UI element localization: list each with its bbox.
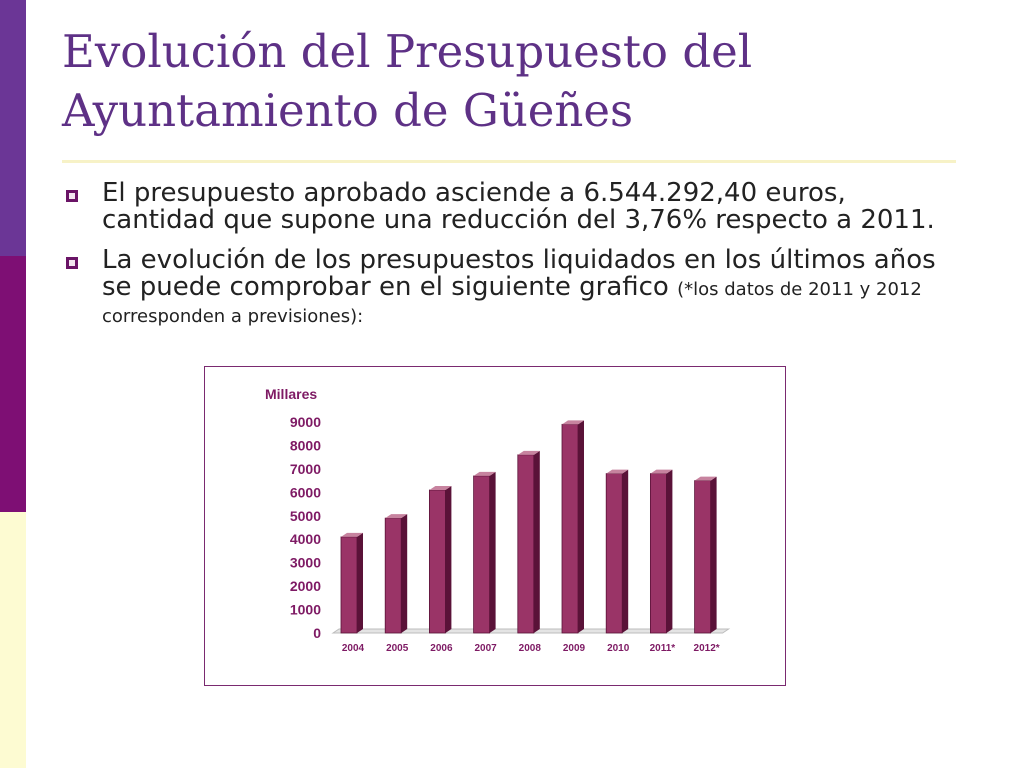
x-tick-label: 2009: [563, 643, 586, 654]
bar-side: [622, 469, 629, 633]
bar: [649, 469, 673, 634]
chart-bars: [340, 420, 717, 634]
bar-top: [694, 476, 717, 481]
bar-front: [649, 473, 667, 634]
x-axis-labels: 2004 2005 2006 2007 2008 2009 2010 2011* 2012*: [342, 643, 720, 654]
slide-title-line-2: Ayuntamiento de Güeñes: [62, 84, 634, 137]
x-tick-label: 2007: [474, 643, 497, 654]
bullet-note: (*los datos de 2011 y 2012 corresponden …: [102, 279, 922, 327]
chart-frame: 0 1000 2000 3000 4000 5000 6000 7000 8000 9000 20…: [204, 366, 786, 686]
y-tick-label: 9000: [290, 414, 321, 430]
bar-side: [710, 476, 717, 633]
y-tick-label: 0: [313, 625, 321, 641]
y-tick-label: 6000: [290, 484, 321, 500]
bar: [694, 476, 717, 634]
accent-bar-top: [0, 0, 26, 256]
bar-side: [357, 532, 363, 633]
bar-front: [384, 517, 402, 634]
bar-side: [533, 450, 540, 633]
y-tick-label: 8000: [290, 437, 321, 453]
bullet-item: La evolución de los presupuestos liquida…: [62, 247, 962, 328]
y-axis-ticks: 0 1000 2000 3000 4000 5000 6000 7000 8000 9000: [290, 414, 321, 641]
bar-chart: 0 1000 2000 3000 4000 5000 6000 7000 8000 9000 20…: [265, 386, 731, 654]
bar-front: [428, 489, 446, 634]
y-axis-label: Millares: [265, 386, 317, 402]
bar-side: [666, 469, 673, 633]
accent-bar-bottom: [0, 512, 26, 768]
bar: [605, 469, 629, 634]
bar-side: [445, 485, 452, 633]
y-tick-label: 4000: [290, 531, 321, 547]
x-tick-label: 2008: [519, 643, 542, 654]
title-divider: [62, 160, 956, 163]
bar-front: [605, 473, 623, 634]
bar-side: [489, 471, 496, 633]
bar-top: [606, 469, 629, 474]
y-tick-label: 5000: [290, 508, 321, 524]
bar-front: [517, 454, 535, 634]
bullet-item: El presupuesto aprobado asciende a 6.544…: [62, 180, 962, 234]
bar-top: [517, 450, 540, 455]
bar-front: [340, 536, 358, 634]
bar: [561, 420, 584, 634]
bar-top: [429, 485, 452, 490]
y-tick-label: 2000: [290, 578, 321, 594]
x-tick-label: 2012*: [694, 643, 720, 654]
slide-title: Evolución del Presupuesto del Ayuntamien…: [62, 22, 962, 140]
bar-top: [562, 420, 584, 425]
bar: [517, 450, 540, 634]
y-tick-label: 7000: [290, 461, 321, 477]
bar: [340, 532, 363, 634]
x-tick-label: 2005: [386, 643, 409, 654]
bar-top: [473, 471, 496, 476]
bar-front: [694, 480, 712, 634]
bar-top: [385, 514, 408, 519]
x-tick-label: 2011*: [650, 643, 676, 654]
bar-side: [578, 420, 584, 633]
x-tick-label: 2004: [342, 643, 365, 654]
bar-top: [341, 532, 363, 537]
y-tick-label: 3000: [290, 555, 321, 571]
bar-front: [473, 475, 491, 634]
square-bullet-icon: [66, 257, 78, 269]
x-tick-label: 2010: [607, 643, 630, 654]
y-tick-label: 1000: [290, 602, 321, 618]
bar: [428, 485, 452, 634]
bullet-list: El presupuesto aprobado asciende a 6.544…: [62, 180, 962, 341]
x-tick-label: 2006: [430, 643, 453, 654]
bullet-text: El presupuesto aprobado asciende a 6.544…: [102, 178, 935, 235]
square-bullet-icon: [66, 190, 78, 202]
bar: [473, 471, 496, 634]
accent-bar-middle: [0, 256, 26, 512]
bar-front: [561, 423, 579, 634]
bar: [384, 514, 408, 634]
bullet-text: La evolución de los presupuestos liquida…: [102, 245, 936, 302]
slide-title-line-1: Evolución del Presupuesto del: [62, 25, 753, 78]
bar-top: [650, 469, 673, 474]
bar-side: [401, 514, 408, 633]
